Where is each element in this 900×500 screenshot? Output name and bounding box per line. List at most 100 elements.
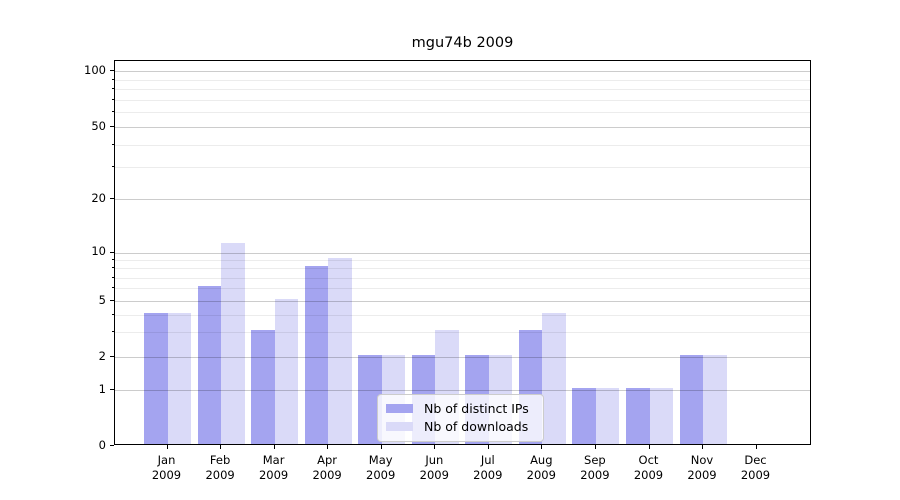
x-tick-year: 2009 (419, 467, 449, 482)
y-minortick-40 (111, 143, 114, 145)
x-tick-nov (702, 445, 703, 449)
x-tick-year: 2009 (526, 467, 556, 482)
x-tick-month: Aug (530, 453, 553, 467)
gridline-minor-40 (115, 144, 810, 146)
x-tick-year: 2009 (580, 467, 610, 482)
x-tick-label-jul: Jul 2009 (458, 453, 518, 482)
x-tick-year: 2009 (366, 467, 396, 482)
y-tick-2 (109, 356, 114, 357)
x-tick-dec (755, 445, 757, 449)
bar-downloads-oct (649, 388, 673, 444)
bar-ips-jan (144, 312, 168, 444)
bar-ips-feb (197, 286, 222, 444)
bar-ips-mar (251, 330, 275, 444)
y-tick-label-100: 100 (84, 62, 106, 77)
x-tick-month: Oct (638, 453, 659, 467)
x-tick-label-aug: Aug 2009 (511, 453, 571, 482)
gridline-major-20 (115, 199, 810, 200)
legend-swatch-distinct-ips (386, 404, 413, 413)
bar-downloads-nov (703, 355, 727, 444)
x-tick-year: 2009 (312, 467, 342, 482)
x-tick-year: 2009 (205, 467, 235, 482)
gridline-major-100 (115, 71, 810, 72)
bar-downloads-sep (595, 388, 620, 444)
x-tick-year: 2009 (151, 467, 182, 482)
x-tick-may (380, 445, 382, 449)
gridline-minor-8 (115, 268, 810, 270)
bar-downloads-jan (167, 312, 191, 444)
x-tick-apr (327, 445, 329, 449)
y-tick-label-2: 2 (98, 348, 106, 363)
x-tick-month: Apr (317, 453, 338, 467)
gridline-minor-90 (115, 79, 810, 81)
y-minortick-90 (111, 78, 114, 80)
y-tick-5 (109, 300, 114, 301)
y-tick-0 (109, 445, 114, 446)
x-tick-month: Feb (209, 453, 231, 467)
gridline-minor-70 (115, 99, 810, 101)
legend-label-distinct-ips: Nb of distinct IPs (424, 401, 529, 416)
gridline-minor-7 (115, 277, 810, 279)
x-tick-year: 2009 (740, 467, 771, 482)
x-tick-label-jun: Jun 2009 (404, 453, 464, 482)
bar-downloads-apr (328, 257, 352, 444)
gridline-minor-80 (115, 89, 810, 90)
x-tick-jun (434, 445, 436, 449)
y-tick-100 (109, 70, 114, 71)
gridline-major-10 (115, 252, 810, 254)
x-tick-month: Jun (425, 453, 444, 467)
legend-row-distinct-ips: Nb of distinct IPs (386, 400, 536, 418)
x-tick-year: 2009 (687, 467, 717, 482)
x-tick-month: Nov (690, 453, 714, 467)
x-tick-aug (541, 445, 543, 449)
chart-title: mgu74b 2009 (411, 35, 514, 51)
x-tick-year: 2009 (633, 467, 664, 482)
y-tick-50 (109, 126, 114, 127)
y-tick-1 (109, 389, 114, 390)
x-tick-label-apr: Apr 2009 (297, 453, 357, 482)
y-tick-label-0: 0 (98, 437, 106, 452)
y-minortick-8 (111, 267, 114, 269)
x-tick-oct (648, 445, 650, 449)
bar-ips-oct (626, 388, 650, 444)
y-tick-20 (109, 198, 114, 199)
gridline-minor-4 (115, 314, 810, 316)
y-tick-label-5: 5 (98, 292, 106, 307)
x-tick-label-nov: Nov 2009 (672, 453, 732, 482)
x-tick-month: Sep (584, 453, 606, 467)
gridline-major-5 (115, 301, 810, 302)
x-tick-label-dec: Dec 2009 (726, 453, 786, 482)
y-minortick-7 (111, 276, 114, 278)
x-tick-month: May (368, 453, 393, 467)
bar-ips-apr (304, 266, 329, 444)
bar-ips-sep (572, 388, 596, 444)
x-tick-label-jan: Jan 2009 (137, 453, 197, 482)
bar-downloads-mar (274, 299, 299, 444)
bar-downloads-feb (221, 243, 245, 444)
gridline-major-2 (115, 357, 810, 358)
gridline-major-1 (115, 390, 810, 391)
y-tick-10 (109, 251, 114, 253)
x-tick-month: Mar (262, 453, 285, 467)
y-tick-label-50: 50 (91, 118, 106, 133)
x-tick-mar (273, 445, 275, 449)
x-tick-year: 2009 (473, 467, 503, 482)
x-tick-label-mar: Mar 2009 (244, 453, 304, 482)
y-minortick-9 (111, 258, 114, 260)
bar-ips-nov (679, 355, 703, 444)
x-tick-label-sep: Sep 2009 (565, 453, 625, 482)
y-tick-label-20: 20 (91, 190, 106, 205)
gridline-major-50 (115, 127, 810, 128)
legend-row-downloads: Nb of downloads (386, 418, 536, 436)
legend-swatch-downloads (386, 422, 413, 431)
y-minortick-30 (111, 166, 114, 168)
gridline-minor-30 (115, 167, 810, 169)
gridline-minor-3 (115, 332, 810, 334)
x-tick-label-may: May 2009 (351, 453, 411, 482)
x-tick-month: Jul (480, 453, 495, 467)
y-minortick-60 (111, 111, 114, 113)
x-tick-jan (166, 445, 168, 449)
x-tick-sep (594, 445, 596, 449)
x-tick-label-feb: Feb 2009 (190, 453, 250, 482)
